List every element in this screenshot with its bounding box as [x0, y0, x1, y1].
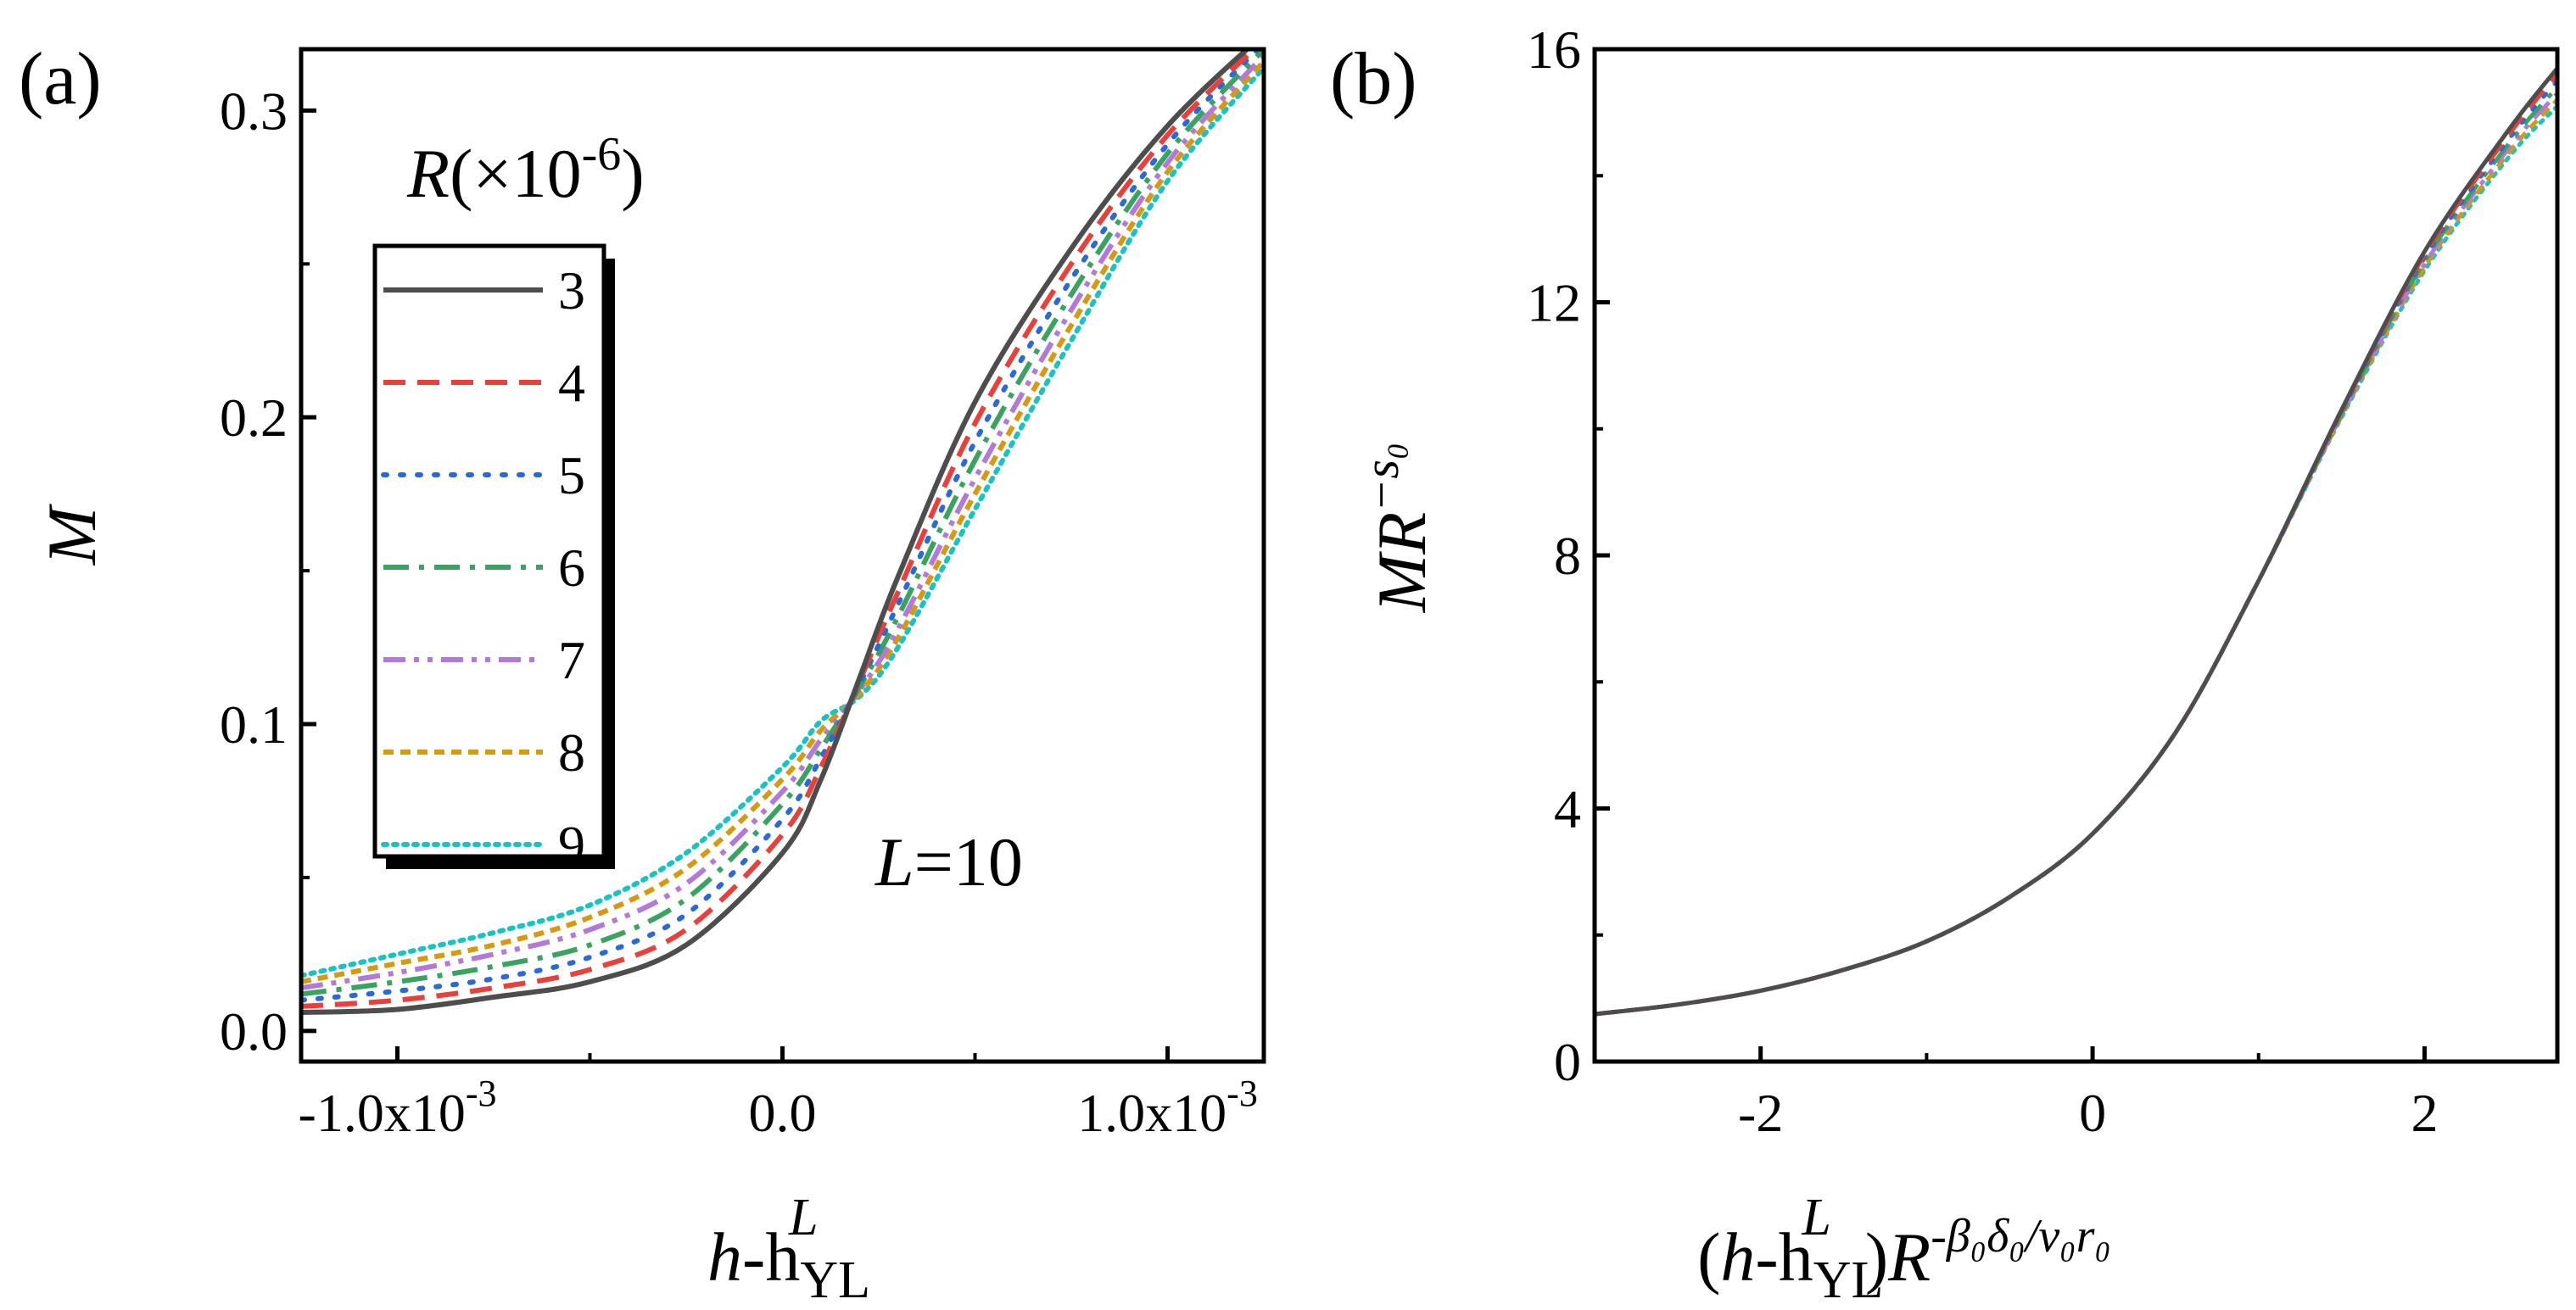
legend-title: R(×10-6): [406, 128, 645, 212]
panel-a: (a) M h-hYLL R(×10-6) 3 4 5 6 7 8 9 L=10 -1.0x…: [19, 38, 1266, 1309]
series-line-a-5: [301, 49, 1262, 1003]
y-tick-label-a-2: 0.2: [220, 387, 288, 448]
series-line-a-9: [301, 64, 1264, 978]
x-tick-label-a-2: 1.0x10-3: [1077, 1073, 1258, 1143]
y-tick-label-b-3: 12: [1527, 273, 1581, 333]
panel-a-annotation: L=10: [874, 823, 1023, 900]
panel-b: (b) MR−s₀ (h-hYLL)R-β₀δ₀/ν₀r₀ -2 0 2 0 4 8 12 1…: [1330, 20, 2560, 1309]
series-line-a-8: [301, 59, 1264, 984]
panel-b-xlabel: (h-hYLL)R-β₀δ₀/ν₀r₀: [1697, 1189, 2111, 1309]
panel-a-xlabel: h-hYLL: [707, 1189, 870, 1309]
series-line-b-8: [1595, 98, 2557, 1017]
x-tick-label-a-1: 0.0: [749, 1083, 817, 1143]
series-line-b-9: [1595, 103, 2557, 1017]
x-tick-label-b-2: 2: [2411, 1083, 2438, 1143]
legend-label-6: 6: [558, 538, 585, 598]
series-line-a-7: [301, 53, 1264, 991]
panel-a-legend: R(×10-6) 3 4 5 6 7 8 9: [372, 128, 645, 875]
plot-frame-b: [1592, 47, 2560, 1064]
y-tick-label-a-1: 0.1: [220, 694, 288, 755]
x-tick-label-b-1: 0: [2079, 1083, 2106, 1143]
series-line-b-4: [1595, 73, 2557, 1017]
y-tick-label-b-0: 0: [1554, 1032, 1581, 1092]
series-line-b-6: [1595, 86, 2557, 1017]
y-tick-label-a-0: 0.0: [220, 1001, 288, 1062]
legend-label-8: 8: [558, 722, 585, 783]
series-line-b-5: [1595, 78, 2557, 1017]
y-tick-label-b-1: 4: [1554, 779, 1581, 839]
x-tick-label-a-0: -1.0x10-3: [299, 1073, 497, 1143]
x-tick-label-b-0: -2: [1738, 1083, 1783, 1143]
series-line-a-6: [301, 49, 1264, 997]
panel-b-label: (b): [1330, 38, 1417, 120]
y-tick-label-b-2: 8: [1554, 526, 1581, 586]
legend-label-3: 3: [558, 260, 585, 321]
panel-a-ylabel: M: [33, 503, 110, 566]
series-line-a-3: [301, 49, 1251, 1016]
series-line-b-7: [1595, 92, 2557, 1017]
panel-b-ylabel: MR−s₀: [1354, 443, 1440, 613]
legend-label-4: 4: [558, 353, 585, 413]
legend-label-7: 7: [558, 630, 585, 690]
series-line-b-3: [1595, 66, 2557, 1017]
plot-area-a: [301, 49, 1264, 1016]
y-tick-label-b-4: 16: [1527, 20, 1581, 80]
y-tick-label-a-3: 0.3: [220, 81, 288, 141]
legend-label-9: 9: [558, 815, 585, 875]
panel-a-label: (a): [19, 38, 102, 120]
plot-area-b: [1595, 66, 2557, 1017]
legend-label-5: 5: [558, 445, 585, 505]
